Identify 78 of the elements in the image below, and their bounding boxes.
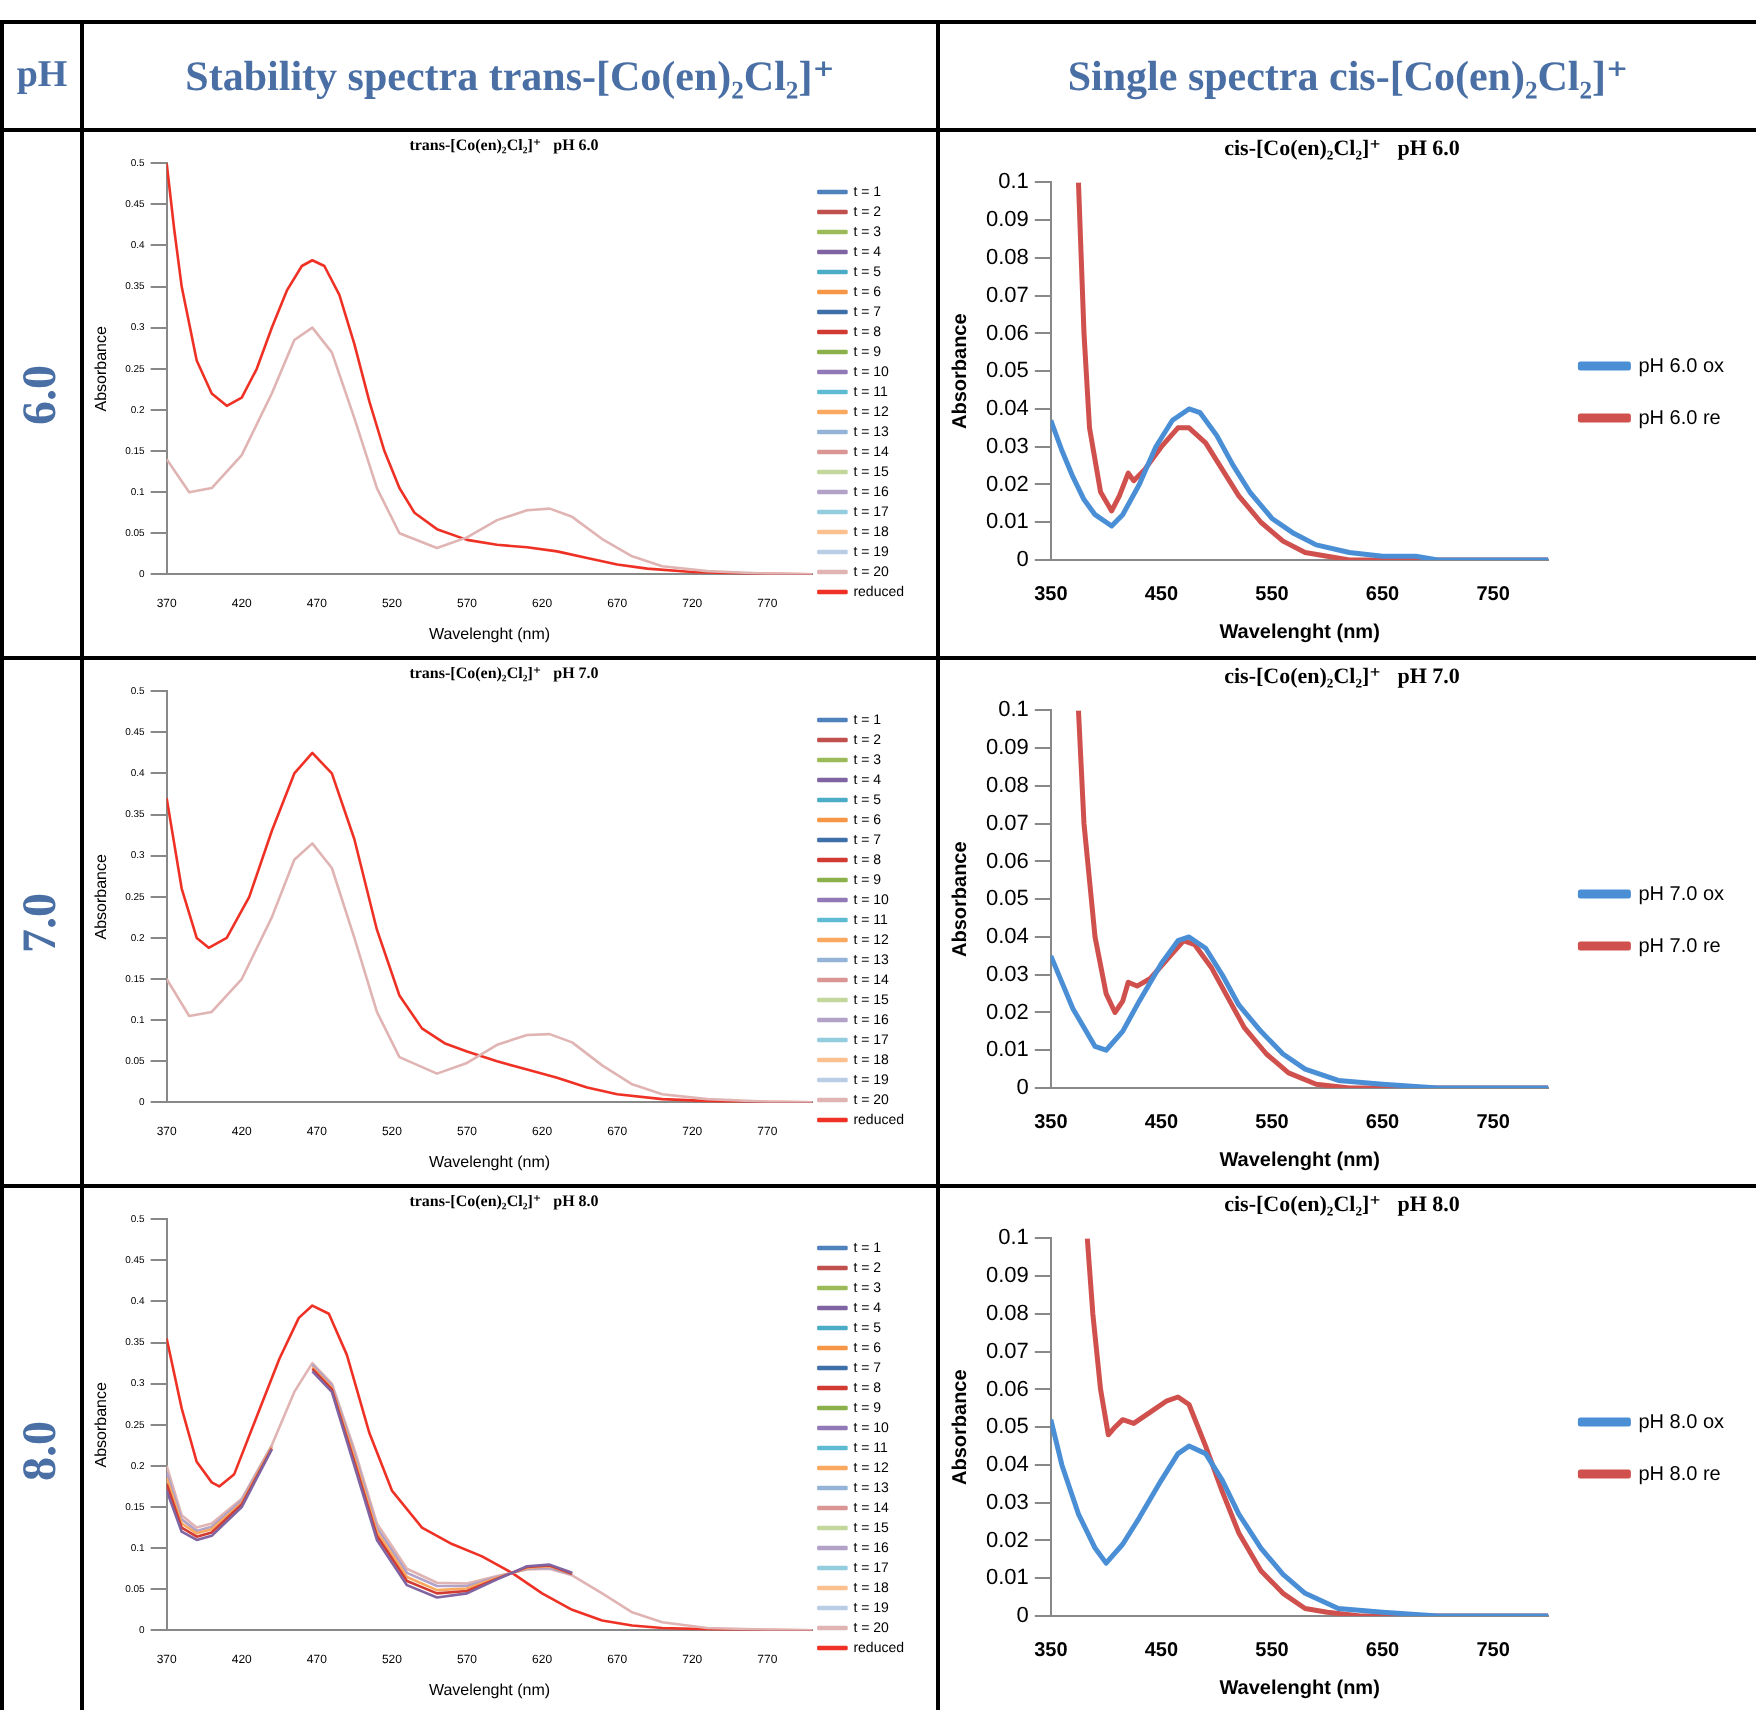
y-tick-label: 0.01 xyxy=(985,1038,1029,1063)
y-tick-label: 0.05 xyxy=(985,887,1029,912)
x-tick-label: 650 xyxy=(1365,1639,1401,1662)
y-tick-label: 0.02 xyxy=(985,1000,1029,1025)
y-axis-title: Absorbance xyxy=(949,840,972,957)
text: 8.0 xyxy=(15,1420,69,1480)
x-tick-label: 450 xyxy=(1144,1111,1179,1134)
x-tick-label: 750 xyxy=(1476,1639,1511,1662)
y-tick-label: 0.06 xyxy=(985,1377,1029,1402)
x-axis-title: Wavelenght (nm) xyxy=(428,1680,551,1699)
x-tick-label: 350 xyxy=(1034,583,1069,606)
x-axis-title: Wavelenght (nm) xyxy=(1219,1677,1380,1700)
x-tick-label: 650 xyxy=(1365,1111,1401,1134)
x-tick-label: 550 xyxy=(1255,583,1290,606)
y-tick-label: 0.06 xyxy=(985,849,1029,874)
y-tick-label: 0.1 xyxy=(998,170,1029,195)
y-tick-label: 0.08 xyxy=(985,773,1029,798)
chart-title: cis-[Co(en)₂Cl₂]⁺ pH 6.0 xyxy=(1224,136,1461,161)
y-tick-label: 0.01 xyxy=(985,1566,1029,1591)
x-tick-label: 750 xyxy=(1476,583,1511,606)
x-axis-title: Wavelenght (nm) xyxy=(428,624,551,643)
legend-label: pH 6.0 ox xyxy=(1638,355,1725,378)
legend-label: pH 7.0 ox xyxy=(1638,883,1725,906)
chart-title: trans-[Co(en)₂Cl₂]⁺ pH 6.0 xyxy=(409,135,599,154)
y-tick-label: 0.08 xyxy=(985,245,1029,270)
y-tick-label: 0.1 xyxy=(998,698,1029,723)
y-tick-label: 0.1 xyxy=(998,1226,1029,1251)
legend-label: pH 6.0 re xyxy=(1638,407,1722,430)
legend-label: pH 7.0 re xyxy=(1638,935,1722,958)
x-tick-label: 750 xyxy=(1476,1111,1511,1134)
y-tick-label: 0.05 xyxy=(985,1415,1029,1440)
y-axis-title: Absorbance xyxy=(949,312,972,429)
y-tick-label: 0.05 xyxy=(985,359,1029,384)
text: Single spectra cis-[Co(en)₂Cl₂]⁺ xyxy=(1065,50,1631,104)
y-tick-label: 0.04 xyxy=(985,925,1029,950)
legend-label: pH 8.0 re xyxy=(1638,1463,1722,1486)
y-tick-label: 0.07 xyxy=(985,811,1029,836)
x-tick-label: 350 xyxy=(1034,1111,1069,1134)
y-tick-label: 0.09 xyxy=(985,1264,1029,1289)
y-tick-label: 0.03 xyxy=(985,434,1029,459)
y-axis-title: Absorbance xyxy=(92,1381,111,1468)
x-tick-label: 450 xyxy=(1144,583,1179,606)
chart-title: cis-[Co(en)₂Cl₂]⁺ pH 8.0 xyxy=(1224,1192,1461,1217)
y-tick-label: 0 xyxy=(1016,1604,1029,1629)
x-tick-label: 450 xyxy=(1144,1639,1179,1662)
y-axis-title: Absorbance xyxy=(92,853,111,940)
y-axis-title: Absorbance xyxy=(949,1368,972,1485)
text: Stability spectra trans-[Co(en)₂Cl₂]⁺ xyxy=(84,24,940,128)
y-tick-label: 0.04 xyxy=(985,1453,1029,1478)
text: 6.0 xyxy=(15,364,69,424)
y-tick-label: 0 xyxy=(1016,1076,1029,1101)
x-axis-title: Wavelenght (nm) xyxy=(1219,621,1380,644)
y-tick-label: 0.07 xyxy=(985,283,1029,308)
y-tick-label: 0.09 xyxy=(985,736,1029,761)
y-tick-label: 0.02 xyxy=(985,472,1029,497)
x-axis-title: Wavelenght (nm) xyxy=(428,1152,551,1171)
legend-label: pH 8.0 ox xyxy=(1638,1411,1725,1434)
y-tick-label: 0 xyxy=(1016,548,1029,573)
chart-title: trans-[Co(en)₂Cl₂]⁺ pH 8.0 xyxy=(409,1191,599,1210)
chart-title: trans-[Co(en)₂Cl₂]⁺ pH 7.0 xyxy=(409,663,599,682)
x-axis-title: Wavelenght (nm) xyxy=(1219,1149,1380,1172)
chart-title: cis-[Co(en)₂Cl₂]⁺ pH 7.0 xyxy=(1224,664,1461,689)
y-tick-label: 0.08 xyxy=(985,1301,1029,1326)
y-tick-label: 0.09 xyxy=(985,208,1029,233)
text: pH xyxy=(4,24,84,128)
y-tick-label: 0.06 xyxy=(985,321,1029,346)
y-tick-label: 0.07 xyxy=(985,1339,1029,1364)
y-tick-label: 0.03 xyxy=(985,1490,1029,1515)
x-tick-label: 350 xyxy=(1034,1639,1069,1662)
y-tick-label: 0.02 xyxy=(985,1528,1029,1553)
x-tick-label: 650 xyxy=(1365,583,1401,606)
y-axis-title: Absorbance xyxy=(92,325,111,412)
x-tick-label: 550 xyxy=(1255,1639,1290,1662)
y-tick-label: 0.03 xyxy=(985,962,1029,987)
y-tick-label: 0.04 xyxy=(985,397,1029,422)
x-tick-label: 550 xyxy=(1255,1111,1290,1134)
text: 7.0 xyxy=(15,892,69,952)
y-tick-label: 0.01 xyxy=(985,510,1029,535)
